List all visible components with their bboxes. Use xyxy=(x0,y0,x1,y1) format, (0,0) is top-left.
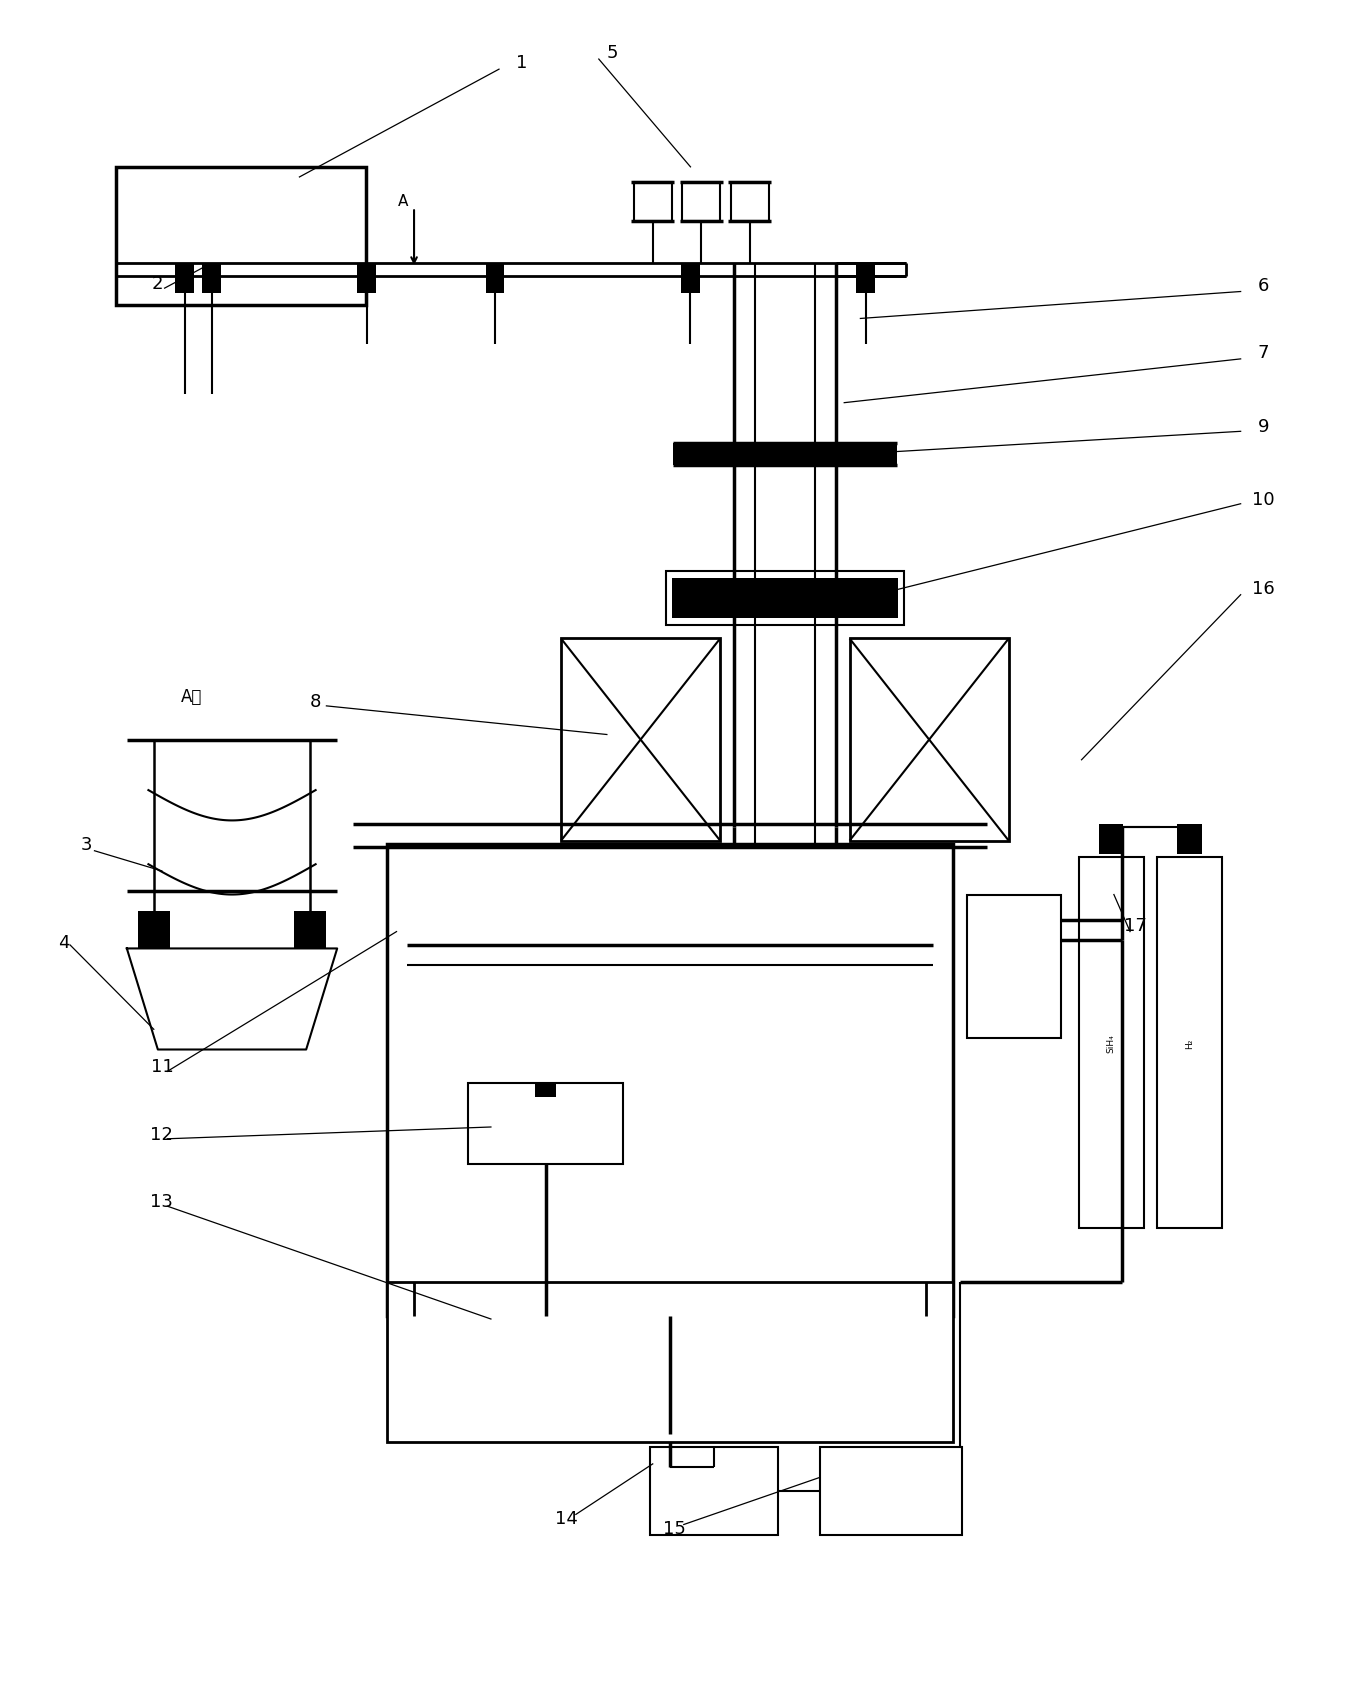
Text: 11: 11 xyxy=(150,1057,173,1076)
Text: 4: 4 xyxy=(58,932,69,951)
Bar xyxy=(1099,824,1124,855)
Text: 17: 17 xyxy=(1124,917,1147,934)
Bar xyxy=(294,912,326,949)
Text: 10: 10 xyxy=(1252,490,1275,508)
Bar xyxy=(967,895,1062,1039)
Text: 1: 1 xyxy=(516,54,528,73)
Bar xyxy=(116,167,366,306)
Text: 2: 2 xyxy=(152,275,164,292)
Bar xyxy=(650,1447,779,1535)
Text: 8: 8 xyxy=(310,692,321,711)
Bar xyxy=(357,263,376,294)
Text: 13: 13 xyxy=(150,1192,173,1211)
Text: 7: 7 xyxy=(1258,345,1269,361)
Bar xyxy=(176,263,194,294)
Text: 9: 9 xyxy=(1258,417,1269,436)
Bar xyxy=(387,1282,953,1442)
Bar xyxy=(672,579,898,618)
Bar xyxy=(731,182,769,221)
Bar xyxy=(486,263,505,294)
Text: 15: 15 xyxy=(663,1518,685,1537)
Text: H₂: H₂ xyxy=(1185,1039,1194,1049)
Text: 5: 5 xyxy=(607,44,617,62)
Text: 12: 12 xyxy=(150,1125,173,1143)
Bar xyxy=(468,1084,623,1164)
Bar xyxy=(821,1447,961,1535)
Bar xyxy=(535,1084,556,1098)
Bar xyxy=(1177,824,1201,855)
Bar xyxy=(849,638,1009,841)
Bar xyxy=(682,182,720,221)
Bar xyxy=(634,182,672,221)
Text: A: A xyxy=(398,194,409,209)
Bar xyxy=(202,263,221,294)
Bar xyxy=(856,263,875,294)
Text: A向: A向 xyxy=(181,687,202,706)
Bar xyxy=(666,573,903,625)
Bar xyxy=(138,912,171,949)
Text: 14: 14 xyxy=(555,1508,578,1527)
Bar xyxy=(1079,858,1144,1228)
Text: SiH₄: SiH₄ xyxy=(1106,1034,1116,1052)
Bar xyxy=(387,844,953,1316)
Text: 16: 16 xyxy=(1252,579,1275,598)
Text: 6: 6 xyxy=(1258,277,1269,294)
Bar xyxy=(673,444,896,466)
Bar xyxy=(561,638,720,841)
Text: 3: 3 xyxy=(81,836,92,853)
Bar xyxy=(1158,858,1221,1228)
Bar xyxy=(681,263,700,294)
